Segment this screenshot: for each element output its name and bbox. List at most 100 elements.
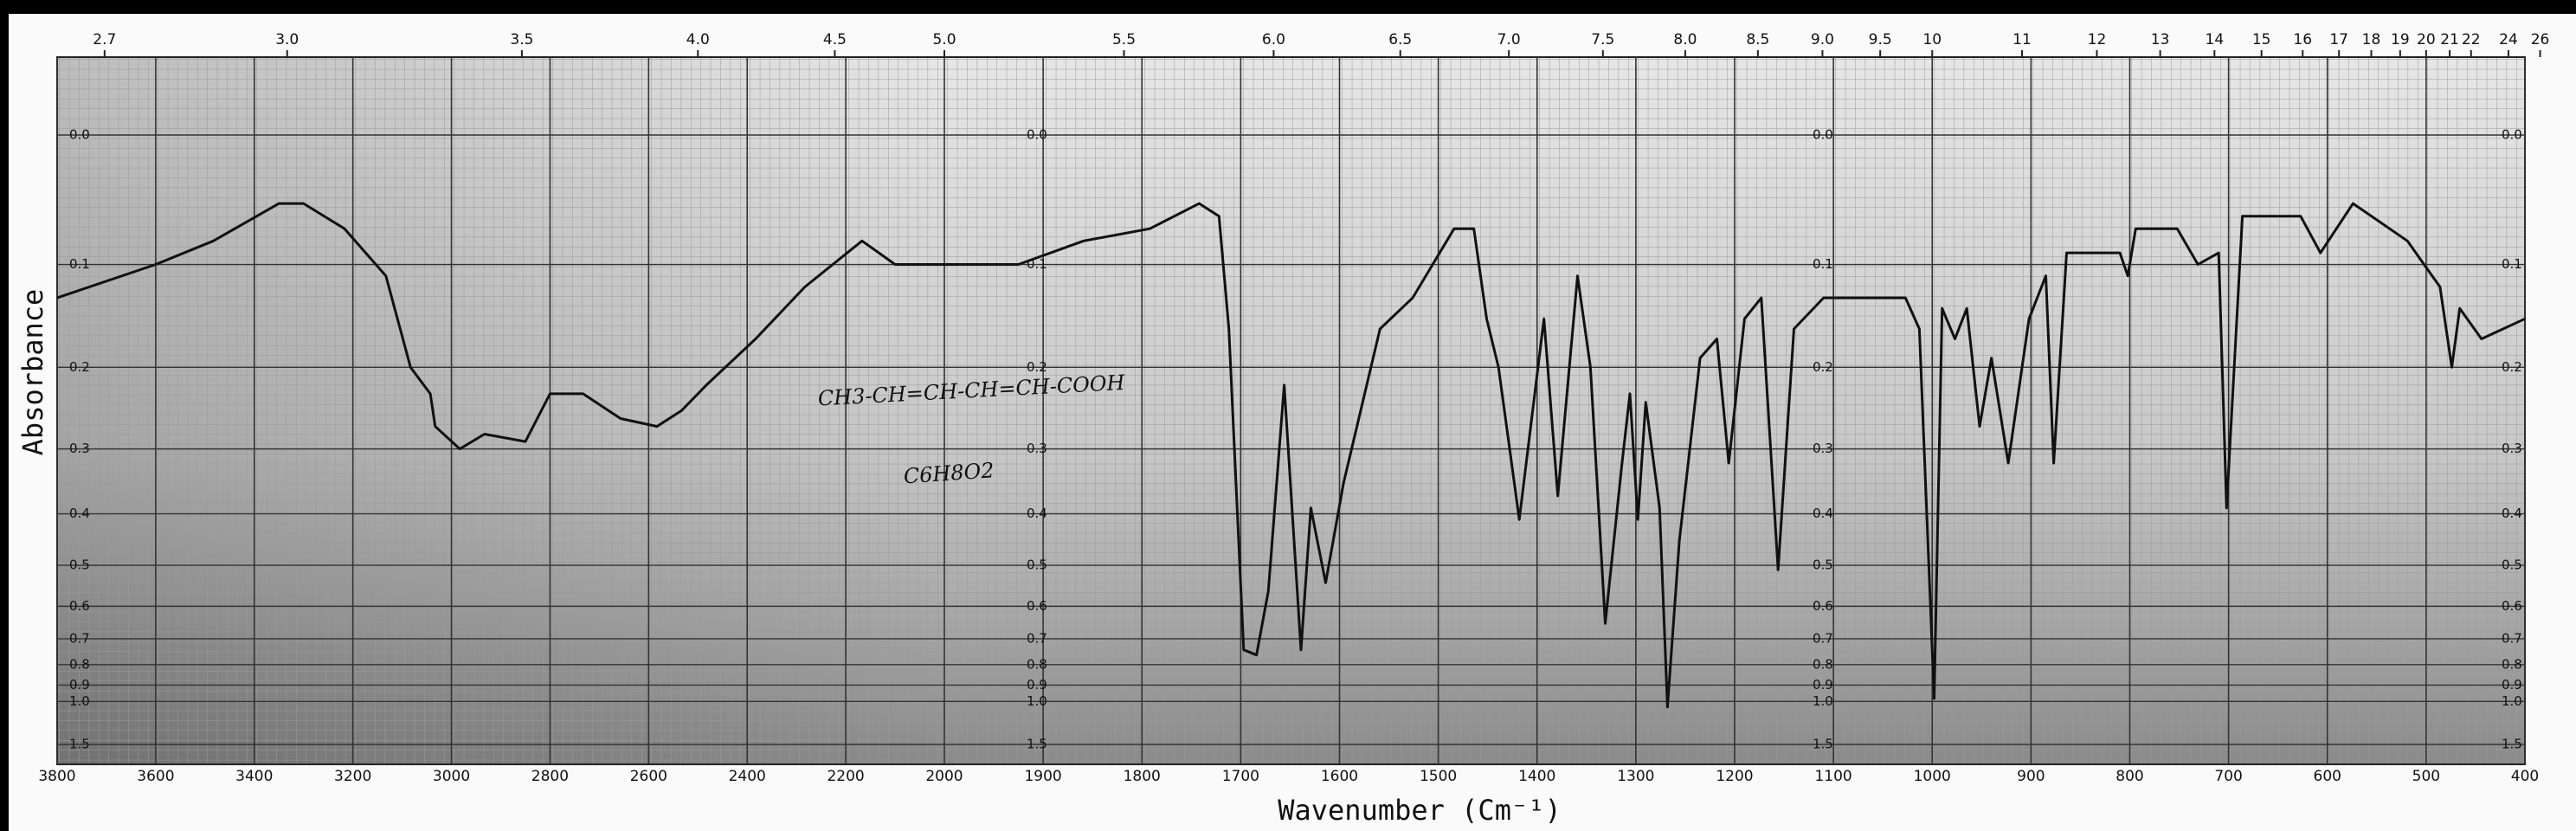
y-tick-label: 1.0 bbox=[1027, 693, 1047, 709]
y-tick-label: 1.0 bbox=[69, 693, 90, 709]
x-tick-label: 3200 bbox=[334, 768, 371, 785]
y-tick-label: 0.2 bbox=[2502, 359, 2522, 375]
y-tick-label: 0.4 bbox=[1813, 506, 1833, 521]
y-tick-label: 0.5 bbox=[1027, 557, 1047, 573]
x2-tick-label: 14 bbox=[2206, 31, 2225, 48]
x2-tick-label: 12 bbox=[2088, 31, 2107, 48]
x2-tick-label: 9.0 bbox=[1811, 31, 1834, 48]
y-tick-label: 0.3 bbox=[1027, 441, 1047, 456]
scan-edge-left bbox=[0, 0, 9, 831]
y-tick-label: 0.5 bbox=[1813, 557, 1833, 573]
x2-tick-label: 7.0 bbox=[1497, 31, 1521, 48]
x2-tick-label: 5.0 bbox=[932, 31, 956, 48]
y-tick-label: 0.6 bbox=[69, 598, 90, 614]
x2-tick-label: 21 bbox=[2440, 31, 2459, 48]
y-tick-label: 1.5 bbox=[69, 737, 90, 752]
x-tick-label: 3000 bbox=[433, 768, 470, 785]
y-tick-label: 0.4 bbox=[2502, 506, 2522, 521]
x2-tick-label: 4.5 bbox=[823, 31, 847, 48]
y-tick-label: 0.6 bbox=[2502, 598, 2522, 614]
x-tick-label: 800 bbox=[2116, 768, 2143, 785]
x-tick-label: 2600 bbox=[630, 768, 667, 785]
x2-tick-label: 18 bbox=[2362, 31, 2381, 48]
x2-tick-label: 2.7 bbox=[93, 31, 116, 48]
x-tick-label: 1500 bbox=[1420, 768, 1457, 785]
x2-tick-label: 3.0 bbox=[275, 31, 299, 48]
x-tick-label: 3600 bbox=[137, 768, 174, 785]
x-tick-label: 1200 bbox=[1716, 768, 1753, 785]
x-tick-label: 3800 bbox=[38, 768, 75, 785]
y-tick-label: 0.1 bbox=[69, 256, 90, 272]
y-tick-label: 0.2 bbox=[1813, 359, 1833, 375]
x2-tick-label: 10 bbox=[1922, 31, 1942, 48]
y-tick-label: 0.6 bbox=[1813, 598, 1833, 614]
y-tick-label: 0.2 bbox=[1027, 359, 1047, 375]
x-tick-label: 1100 bbox=[1814, 768, 1852, 785]
x2-tick-label: 9.5 bbox=[1869, 31, 1892, 48]
x2-tick-label: 3.5 bbox=[510, 31, 533, 48]
y-tick-label: 0.9 bbox=[2502, 677, 2522, 692]
y-tick-label: 0.8 bbox=[69, 656, 90, 672]
x2-tick-label: 20 bbox=[2417, 31, 2436, 48]
y-tick-label: 0.0 bbox=[2502, 127, 2522, 143]
x2-tick-label: 6.5 bbox=[1388, 31, 1412, 48]
y-tick-label: 0.0 bbox=[1027, 127, 1047, 143]
x-tick-label: 600 bbox=[2314, 768, 2341, 785]
x-tick-label: 1600 bbox=[1321, 768, 1358, 785]
y-tick-label: 0.7 bbox=[1027, 630, 1047, 646]
y-tick-label: 0.1 bbox=[2502, 256, 2522, 272]
y-tick-label: 0.1 bbox=[1813, 256, 1833, 272]
y-tick-label: 0.9 bbox=[69, 677, 90, 692]
scan-edge-top bbox=[0, 0, 2576, 14]
y-tick-label: 1.5 bbox=[1813, 737, 1833, 752]
x-tick-label: 3400 bbox=[235, 768, 273, 785]
minor-grid bbox=[57, 57, 2525, 764]
x-tick-label: 2200 bbox=[827, 768, 864, 785]
x-tick-label: 500 bbox=[2412, 768, 2440, 785]
y-tick-label: 0.7 bbox=[69, 630, 90, 646]
x-tick-label: 1800 bbox=[1124, 768, 1161, 785]
y-tick-label: 0.4 bbox=[69, 506, 90, 521]
x2-tick-label: 15 bbox=[2252, 31, 2271, 48]
y-tick-label: 0.5 bbox=[2502, 557, 2522, 573]
y-tick-label: 0.3 bbox=[69, 441, 90, 456]
y-tick-label: 0.4 bbox=[1027, 506, 1047, 521]
y-tick-label: 0.9 bbox=[1813, 677, 1833, 692]
x-tick-label: 2800 bbox=[531, 768, 569, 785]
y-tick-label: 0.8 bbox=[1813, 656, 1833, 672]
y-tick-label: 0.0 bbox=[69, 127, 90, 143]
y-tick-label: 0.3 bbox=[2502, 441, 2522, 456]
x-tick-label: 900 bbox=[2017, 768, 2045, 785]
y-tick-label: 0.5 bbox=[69, 557, 90, 573]
x2-tick-label: 13 bbox=[2151, 31, 2170, 48]
y-tick-label: 1.0 bbox=[2502, 693, 2522, 709]
y-tick-label: 0.8 bbox=[2502, 656, 2522, 672]
y-tick-label: 1.5 bbox=[2502, 737, 2522, 752]
x-tick-label: 2400 bbox=[729, 768, 766, 785]
y-tick-label: 0.0 bbox=[1813, 127, 1833, 143]
x2-tick-label: 22 bbox=[2462, 31, 2481, 48]
x-tick-label: 1900 bbox=[1024, 768, 1061, 785]
x-tick-label: 1300 bbox=[1617, 768, 1654, 785]
y-axis-title: Absorbance bbox=[16, 289, 49, 456]
x-tick-label: 1400 bbox=[1518, 768, 1555, 785]
x2-tick-label: 7.5 bbox=[1591, 31, 1614, 48]
x2-tick-label: 4.0 bbox=[686, 31, 710, 48]
y-tick-label: 0.7 bbox=[1813, 630, 1833, 646]
x2-tick-label: 17 bbox=[2329, 31, 2348, 48]
x2-tick-label: 19 bbox=[2391, 31, 2410, 48]
x2-tick-label: 24 bbox=[2499, 31, 2518, 48]
marks bbox=[56, 202, 2526, 709]
x-axis-title: Wavenumber (Cm⁻¹) bbox=[1278, 794, 1562, 827]
y-tick-label: 0.8 bbox=[1027, 656, 1047, 672]
x2-tick-label: 5.5 bbox=[1112, 31, 1136, 48]
x2-tick-label: 26 bbox=[2531, 31, 2550, 48]
y-tick-label: 0.2 bbox=[69, 359, 90, 375]
x-tick-label: 1000 bbox=[1914, 768, 1951, 785]
x-tick-label: 400 bbox=[2511, 768, 2539, 785]
x2-tick-label: 16 bbox=[2293, 31, 2312, 48]
y-tick-label: 0.9 bbox=[1027, 677, 1047, 692]
y-tick-label: 1.0 bbox=[1813, 693, 1833, 709]
